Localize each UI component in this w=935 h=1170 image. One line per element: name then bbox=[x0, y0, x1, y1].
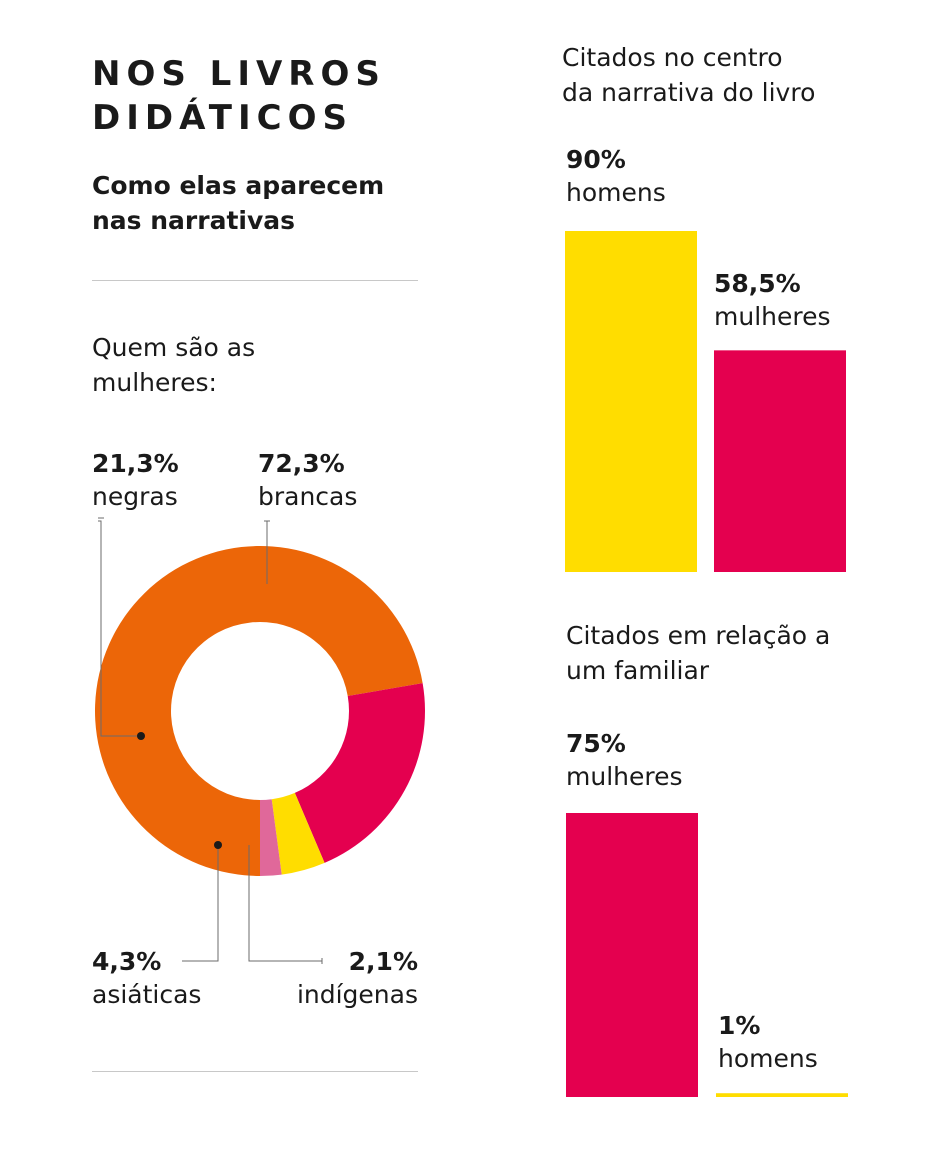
slice-pct-asiaticas: 4,3% bbox=[92, 947, 162, 976]
page-title-line-1: NOS LIVROS bbox=[92, 54, 386, 94]
donut-slices bbox=[94, 545, 425, 876]
bar-label-homens-familiar: 1% homens bbox=[718, 1010, 818, 1076]
slice-label-brancas: 72,3% brancas bbox=[258, 448, 357, 514]
bar-chart-1-title-line-1: Citados no centro bbox=[562, 43, 783, 72]
bar-pct-homens-familiar: 1% bbox=[718, 1011, 761, 1040]
bar-name-homens-centro: homens bbox=[566, 178, 666, 207]
page-title: NOS LIVROS DIDÁTICOS bbox=[92, 52, 386, 140]
divider-top bbox=[92, 280, 418, 281]
bar-name-homens-familiar: homens bbox=[718, 1044, 818, 1073]
bar-chart-2-title-line-2: um familiar bbox=[566, 656, 710, 685]
slice-label-asiaticas: 4,3% asiáticas bbox=[92, 946, 201, 1012]
donut-slice-negras bbox=[294, 683, 425, 863]
slice-name-brancas: brancas bbox=[258, 482, 358, 511]
bar-label-homens-centro: 90% homens bbox=[566, 144, 666, 210]
slice-pct-brancas: 72,3% bbox=[258, 449, 345, 478]
slice-name-negras: negras bbox=[92, 482, 178, 511]
slice-name-indigenas: indígenas bbox=[296, 980, 418, 1009]
slice-pct-negras: 21,3% bbox=[92, 449, 179, 478]
bar-chart-1-title-line-2: da narrativa do livro bbox=[562, 78, 816, 107]
bar-label-mulheres-centro: 58,5% mulheres bbox=[714, 268, 831, 334]
bar-chart-2-title: Citados em relação a um familiar bbox=[566, 618, 830, 688]
slice-pct-indigenas: 2,1% bbox=[348, 947, 418, 976]
bar-label-mulheres-familiar: 75% mulheres bbox=[566, 728, 683, 794]
slice-label-negras: 21,3% negras bbox=[92, 448, 179, 514]
slice-name-asiaticas: asiáticas bbox=[92, 980, 202, 1009]
donut-slice-asiaticas bbox=[271, 792, 325, 875]
donut-leader-lines bbox=[98, 517, 323, 964]
page-subtitle: Como elas aparecem nas narrativas bbox=[92, 168, 384, 238]
divider-bottom bbox=[92, 1071, 418, 1072]
page-subtitle-line-1: Como elas aparecem bbox=[92, 171, 385, 200]
bar-chart-2-title-line-1: Citados em relação a bbox=[566, 621, 831, 650]
leader-line-asiaticas bbox=[182, 845, 219, 962]
donut-question: Quem são as mulheres: bbox=[92, 330, 255, 400]
donut-slice-brancas bbox=[94, 545, 423, 876]
bar-name-mulheres-centro: mulheres bbox=[714, 302, 831, 331]
leader-line-indigenas bbox=[248, 845, 322, 962]
bar-pct-homens-centro: 90% bbox=[566, 145, 626, 174]
donut-question-line-1: Quem são as bbox=[92, 333, 256, 362]
bar-chart-1-title: Citados no centro da narrativa do livro bbox=[562, 40, 815, 110]
donut-slice-indigenas bbox=[260, 799, 282, 876]
page-subtitle-line-2: nas narrativas bbox=[92, 206, 296, 235]
leader-dot-asiaticas bbox=[214, 841, 222, 849]
leader-line-negras bbox=[98, 520, 141, 737]
page-title-line-2: DIDÁTICOS bbox=[92, 98, 353, 138]
bar-pct-mulheres-familiar: 75% bbox=[566, 729, 626, 758]
bar-pct-mulheres-centro: 58,5% bbox=[714, 269, 801, 298]
donut-question-line-2: mulheres: bbox=[92, 368, 217, 397]
slice-label-indigenas: 2,1% indígenas bbox=[268, 946, 418, 1012]
leader-dot-negras bbox=[137, 732, 145, 740]
bar-name-mulheres-familiar: mulheres bbox=[566, 762, 683, 791]
